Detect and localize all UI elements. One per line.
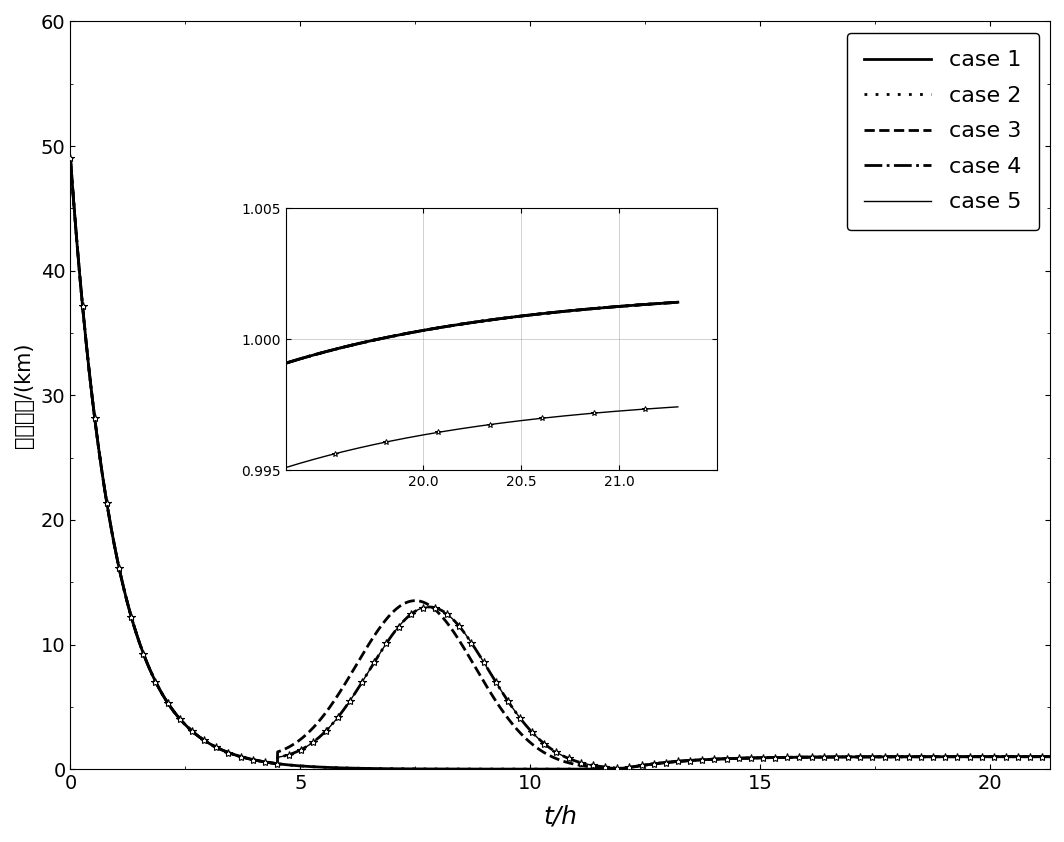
case 2 [1044, 752, 1057, 762]
case 2 [795, 752, 808, 762]
case 3 [701, 754, 714, 765]
case 4 [64, 153, 77, 163]
case 1 [438, 764, 451, 774]
case 5 [869, 752, 882, 762]
case 3 [1044, 752, 1057, 762]
case 2 [242, 754, 254, 764]
case 4 [616, 763, 629, 773]
case 2 [652, 759, 665, 769]
Line: case 1: case 1 [70, 158, 1050, 769]
case 2 [616, 764, 629, 774]
case 1 [652, 759, 665, 769]
case 1 [795, 752, 808, 762]
case 1 [869, 752, 882, 762]
case 4 [652, 759, 665, 769]
case 5 [438, 607, 451, 617]
case 4 [242, 754, 254, 764]
X-axis label: t/h: t/h [544, 804, 578, 829]
case 3 [616, 764, 629, 774]
case 5 [242, 754, 254, 764]
case 4 [795, 752, 808, 762]
case 1 [242, 754, 254, 764]
case 2 [869, 752, 882, 762]
case 4 [869, 752, 882, 762]
case 2 [438, 764, 451, 774]
case 3 [242, 754, 254, 764]
case 5 [1044, 752, 1057, 762]
Legend: case 1, case 2, case 3, case 4, case 5: case 1, case 2, case 3, case 4, case 5 [847, 33, 1040, 230]
Line: case 2: case 2 [70, 158, 1050, 769]
case 3 [64, 153, 77, 163]
case 3 [869, 752, 882, 762]
case 5 [701, 754, 714, 765]
Line: case 3: case 3 [70, 158, 1050, 769]
case 1 [701, 754, 714, 765]
case 1 [1044, 752, 1057, 762]
case 4 [438, 607, 451, 617]
Line: case 5: case 5 [70, 158, 1050, 768]
case 5 [795, 752, 808, 762]
case 5 [652, 759, 665, 769]
case 4 [1044, 752, 1057, 762]
case 1 [64, 153, 77, 163]
case 3 [795, 752, 808, 762]
case 3 [438, 615, 451, 625]
case 2 [701, 754, 714, 765]
case 5 [616, 763, 629, 773]
case 5 [64, 153, 77, 163]
Line: case 4: case 4 [70, 158, 1050, 768]
case 3 [652, 759, 665, 769]
case 1 [616, 764, 629, 774]
case 2 [64, 153, 77, 163]
Y-axis label: 相对距离/(km): 相对距离/(km) [14, 343, 34, 448]
case 4 [701, 754, 714, 765]
